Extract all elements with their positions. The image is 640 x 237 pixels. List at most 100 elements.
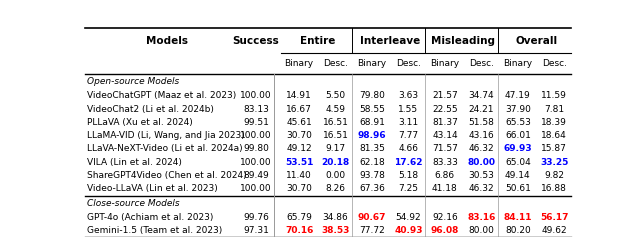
Text: 65.53: 65.53 [505,118,531,127]
Text: 56.17: 56.17 [540,213,568,222]
Text: 5.18: 5.18 [399,171,419,180]
Text: 71.57: 71.57 [432,145,458,154]
Text: 3.63: 3.63 [399,91,419,100]
Text: Binary: Binary [285,59,314,68]
Text: Binary: Binary [430,59,460,68]
Text: 46.32: 46.32 [468,184,494,193]
Text: 100.00: 100.00 [240,91,272,100]
Text: 100.00: 100.00 [240,184,272,193]
Text: 93.78: 93.78 [359,171,385,180]
Text: 16.88: 16.88 [541,184,567,193]
Text: VILA (Lin et al. 2024): VILA (Lin et al. 2024) [88,158,182,167]
Text: Open-source Models: Open-source Models [88,77,180,86]
Text: 80.20: 80.20 [505,226,531,235]
Text: 1.55: 1.55 [399,105,419,114]
Text: 40.93: 40.93 [394,226,423,235]
Text: 49.12: 49.12 [286,145,312,154]
Text: 3.11: 3.11 [399,118,419,127]
Text: Desc.: Desc. [542,59,567,68]
Text: 15.87: 15.87 [541,145,567,154]
Text: 47.19: 47.19 [505,91,531,100]
Text: 43.14: 43.14 [432,131,458,140]
Text: 49.62: 49.62 [541,226,567,235]
Text: Binary: Binary [358,59,387,68]
Text: ShareGPT4Video (Chen et al. 2024): ShareGPT4Video (Chen et al. 2024) [88,171,247,180]
Text: 18.64: 18.64 [541,131,567,140]
Text: 30.53: 30.53 [468,171,494,180]
Text: 53.51: 53.51 [285,158,314,167]
Text: 66.01: 66.01 [505,131,531,140]
Text: PLLaVA (Xu et al. 2024): PLLaVA (Xu et al. 2024) [88,118,193,127]
Text: 97.31: 97.31 [243,226,269,235]
Text: 17.62: 17.62 [394,158,423,167]
Text: 16.67: 16.67 [286,105,312,114]
Text: Misleading: Misleading [431,36,495,46]
Text: Interleave: Interleave [360,36,420,46]
Text: 33.25: 33.25 [540,158,568,167]
Text: 100.00: 100.00 [240,131,272,140]
Text: 84.11: 84.11 [504,213,532,222]
Text: Success: Success [233,36,280,46]
Text: 100.00: 100.00 [240,158,272,167]
Text: 83.16: 83.16 [467,213,495,222]
Text: 20.18: 20.18 [321,158,349,167]
Text: 16.51: 16.51 [323,131,349,140]
Text: 34.86: 34.86 [323,213,348,222]
Text: 65.04: 65.04 [505,158,531,167]
Text: 30.70: 30.70 [286,184,312,193]
Text: 4.59: 4.59 [326,105,346,114]
Text: 7.25: 7.25 [399,184,419,193]
Text: 50.61: 50.61 [505,184,531,193]
Text: 4.66: 4.66 [399,145,419,154]
Text: Desc.: Desc. [323,59,348,68]
Text: 41.18: 41.18 [432,184,458,193]
Text: 69.93: 69.93 [504,145,532,154]
Text: VideoChat2 (Li et al. 2024b): VideoChat2 (Li et al. 2024b) [88,105,214,114]
Text: 99.76: 99.76 [243,213,269,222]
Text: 83.13: 83.13 [243,105,269,114]
Text: 80.00: 80.00 [468,226,494,235]
Text: 9.17: 9.17 [326,145,346,154]
Text: 37.90: 37.90 [505,105,531,114]
Text: 62.18: 62.18 [359,158,385,167]
Text: 34.74: 34.74 [468,91,494,100]
Text: 96.08: 96.08 [431,226,459,235]
Text: 77.72: 77.72 [359,226,385,235]
Text: 70.16: 70.16 [285,226,314,235]
Text: 21.57: 21.57 [432,91,458,100]
Text: 81.37: 81.37 [432,118,458,127]
Text: 46.32: 46.32 [468,145,494,154]
Text: Desc.: Desc. [396,59,421,68]
Text: 79.80: 79.80 [359,91,385,100]
Text: 43.16: 43.16 [468,131,494,140]
Text: 22.55: 22.55 [432,105,458,114]
Text: 30.70: 30.70 [286,131,312,140]
Text: 67.36: 67.36 [359,184,385,193]
Text: 98.96: 98.96 [358,131,387,140]
Text: Close-source Models: Close-source Models [88,199,180,208]
Text: 16.51: 16.51 [323,118,349,127]
Text: 24.21: 24.21 [468,105,494,114]
Text: Video-LLaVA (Lin et al. 2023): Video-LLaVA (Lin et al. 2023) [88,184,218,193]
Text: 92.16: 92.16 [432,213,458,222]
Text: 9.82: 9.82 [544,171,564,180]
Text: 65.79: 65.79 [286,213,312,222]
Text: Desc.: Desc. [469,59,494,68]
Text: 68.91: 68.91 [359,118,385,127]
Text: 90.67: 90.67 [358,213,387,222]
Text: LLaMA-VID (Li, Wang, and Jia 2023): LLaMA-VID (Li, Wang, and Jia 2023) [88,131,245,140]
Text: 89.49: 89.49 [243,171,269,180]
Text: 0.00: 0.00 [326,171,346,180]
Text: 80.00: 80.00 [467,158,495,167]
Text: Models: Models [146,36,188,46]
Text: 18.39: 18.39 [541,118,567,127]
Text: 7.81: 7.81 [544,105,564,114]
Text: 38.53: 38.53 [321,226,349,235]
Text: 83.33: 83.33 [432,158,458,167]
Text: GPT-4o (Achiam et al. 2023): GPT-4o (Achiam et al. 2023) [88,213,214,222]
Text: 11.59: 11.59 [541,91,567,100]
Text: 54.92: 54.92 [396,213,421,222]
Text: 51.58: 51.58 [468,118,494,127]
Text: 81.35: 81.35 [359,145,385,154]
Text: 99.51: 99.51 [243,118,269,127]
